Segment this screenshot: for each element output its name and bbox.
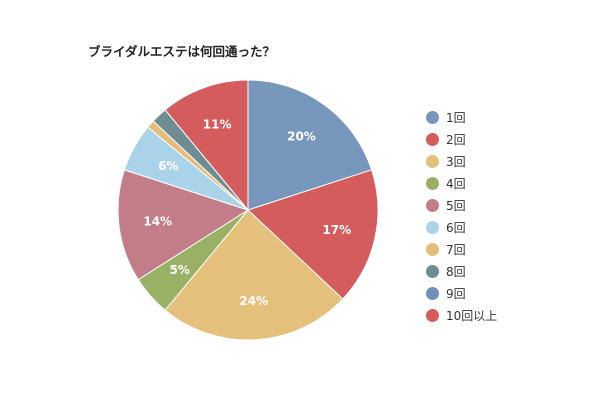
slice-label-10: 11% (203, 117, 232, 131)
slice-label-3: 24% (239, 294, 268, 308)
legend-label: 7回 (446, 242, 466, 257)
legend-swatch (426, 264, 439, 278)
legend-swatch (426, 308, 439, 322)
legend-label: 8回 (446, 264, 466, 279)
pie-slice-2 (247, 169, 379, 300)
legend-label: 2回 (446, 132, 466, 147)
legend-item-10: 10回以上 (426, 304, 497, 326)
legend-swatch (426, 286, 439, 300)
slice-label-4: 5% (170, 263, 190, 277)
legend-item-2: 2回 (426, 128, 497, 150)
chart-legend: 1回 2回 3回 4回 5回 6回 7回 8回 9回 10回以上 (426, 106, 497, 326)
legend-swatch (426, 242, 439, 256)
legend-swatch (426, 132, 439, 146)
legend-item-3: 3回 (426, 150, 497, 172)
legend-item-4: 4回 (426, 172, 497, 194)
legend-label: 4回 (446, 176, 466, 191)
legend-label: 9回 (446, 286, 466, 301)
legend-label: 5回 (446, 198, 466, 213)
slice-label-6: 6% (158, 159, 178, 173)
chart-title: ブライダルエステは何回通った？ (88, 44, 276, 59)
legend-item-9: 9回 (426, 282, 497, 304)
slice-label-5: 14% (143, 214, 172, 228)
legend-label: 10回以上 (446, 308, 498, 323)
pie-slice-3 (164, 209, 344, 341)
legend-item-5: 5回 (426, 194, 497, 216)
pie-slice-10 (164, 79, 249, 212)
slice-label-2: 17% (322, 223, 351, 237)
legend-swatch (426, 176, 439, 190)
legend-swatch (426, 154, 439, 168)
legend-label: 6回 (446, 220, 466, 235)
legend-item-6: 6回 (426, 216, 497, 238)
pie-slice-5 (117, 169, 250, 281)
slice-label-1: 20% (287, 129, 316, 143)
legend-swatch (426, 220, 439, 234)
legend-swatch (426, 198, 439, 212)
legend-item-1: 1回 (426, 106, 497, 128)
legend-label: 1回 (446, 110, 466, 125)
pie-slice-1 (247, 79, 373, 211)
legend-swatch (426, 110, 439, 124)
legend-item-8: 8回 (426, 260, 497, 282)
legend-item-7: 7回 (426, 238, 497, 260)
legend-label: 3回 (446, 154, 466, 169)
